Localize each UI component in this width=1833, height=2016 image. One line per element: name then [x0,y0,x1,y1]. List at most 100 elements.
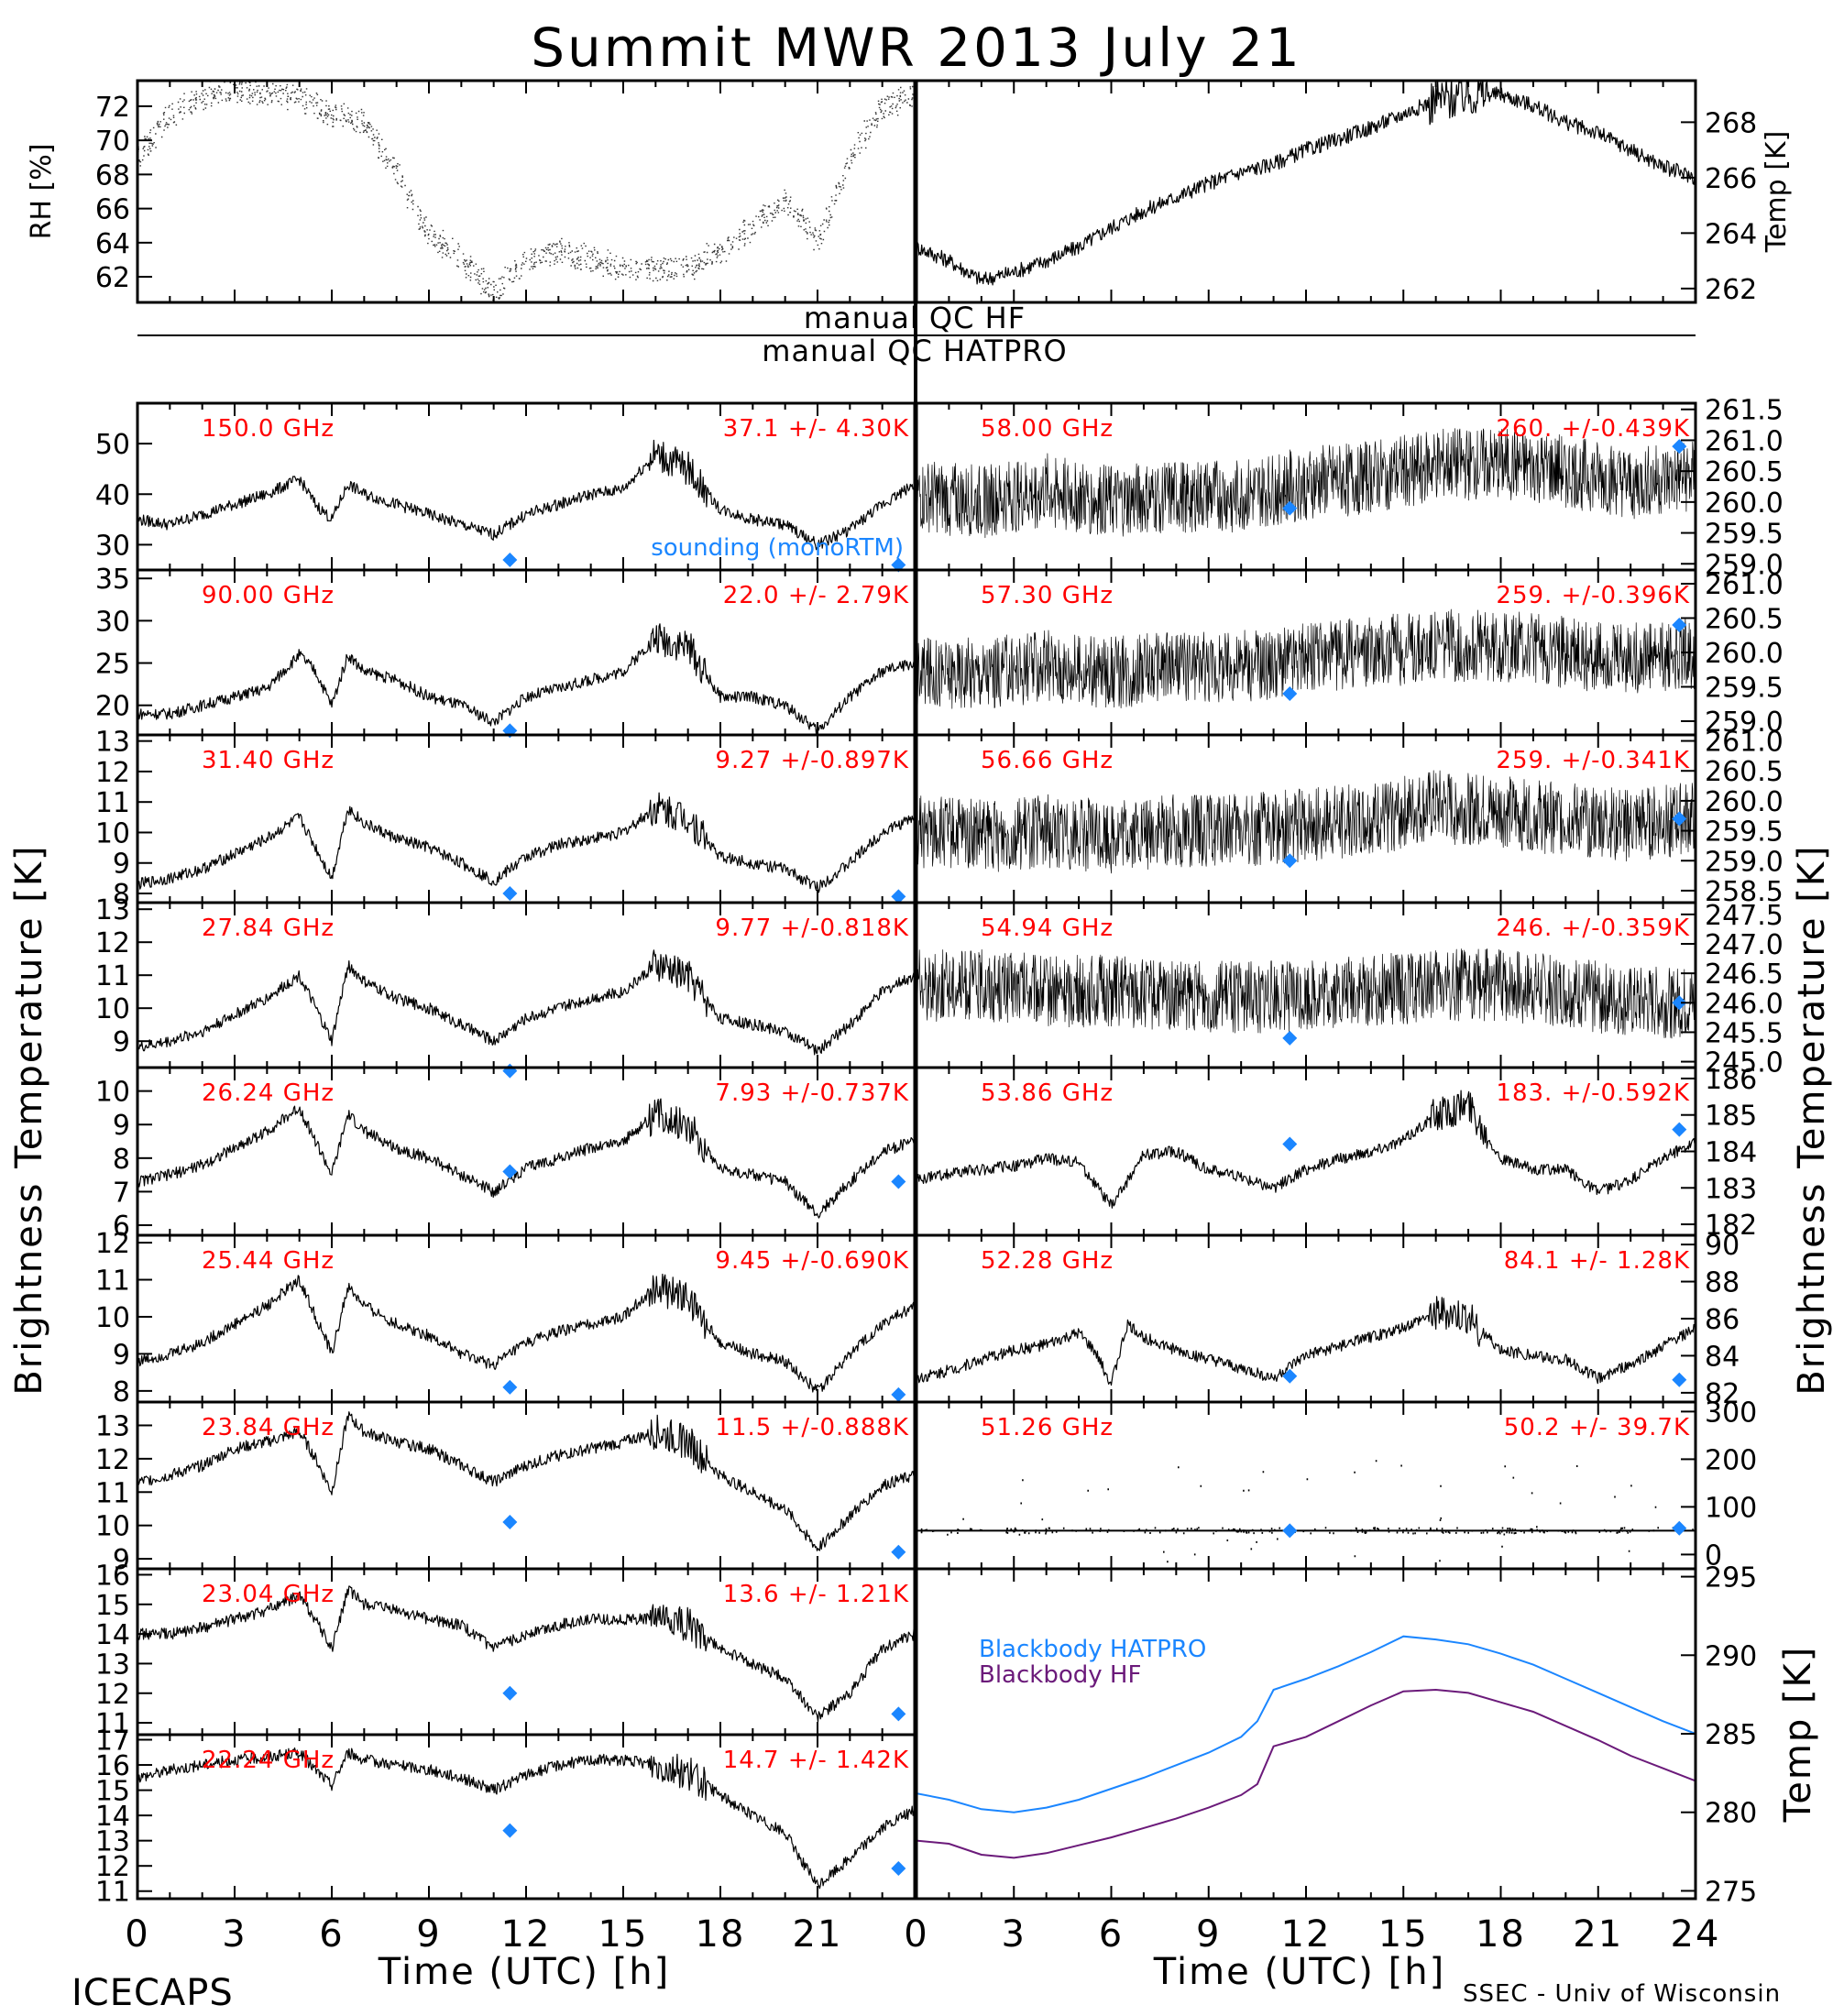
x-axis-label-right: Time (UTC) [h] [1153,1951,1445,1993]
sounding-marker [891,1706,906,1722]
y-tick-label: 260.0 [1705,638,1784,670]
channel-stats: 50.2 +/- 39.7K [1504,1414,1690,1441]
data-layer-rh [137,81,915,302]
panel-frame [136,79,916,304]
y-tick-label: 100 [1705,1492,1757,1524]
channel-stats: 37.1 +/- 4.30K [723,415,909,443]
y-tick-label: 185 [1705,1101,1757,1133]
x-tick-label-left: 0 [125,1913,149,1956]
sounding-marker [502,1063,518,1079]
sounding-marker [502,1164,518,1179]
y-tick-label: 261.5 [1705,395,1784,427]
data-line [916,770,1696,874]
data-layer-tb-26.24 [137,1098,915,1219]
y-tick-label: 16 [95,1750,130,1782]
y-tick-label: 7 [113,1177,130,1209]
y-tick-label: 275 [1705,1876,1757,1908]
legend-entry-hf: Blackbody HF [979,1661,1141,1689]
y-tick-label: 12 [95,1444,130,1476]
y-axis-label-blackbody: Temp [K] [1777,1646,1819,1824]
y-tick-label: 6 [113,1211,130,1243]
y-tick-label: 50 [95,429,130,461]
y-axis-label-right: Brightness Temperature [K] [1791,844,1833,1395]
data-line [916,1296,1696,1386]
sounding-marker [1672,1372,1687,1387]
panel-tb-150: 30 40 50 150.0 GHz 37.1 +/- 4.30K sounding (m… [95,401,916,573]
y-tick-label: 64 [95,228,130,260]
data-layer-tb-23.84 [137,1411,915,1551]
y-tick-label: 268 [1705,107,1757,139]
y-tick-label: 20 [95,691,130,723]
data-layer-tb-58.00 [916,428,1696,539]
y-tick-label: 14 [95,1801,130,1833]
channel-stats: 9.45 +/-0.690K [715,1247,909,1275]
data-line [137,1273,915,1393]
y-tick-label: 16 [95,1560,130,1592]
data-line [916,428,1696,539]
y-tick-label: 183 [1705,1173,1757,1205]
y-tick-label: 10 [95,993,130,1025]
y-tick-label: 82 [1705,1378,1740,1410]
y-tick-label: 295 [1705,1562,1757,1594]
panel-tb-90: 20 25 30 35 90.00 GHz 22.0 +/- 2.79K [95,564,916,739]
y-tick-label: 12 [95,1679,130,1711]
data-points [137,81,915,302]
y-tick-label: 285 [1705,1719,1757,1751]
channel-stats: 13.6 +/- 1.21K [723,1581,909,1608]
y-axis-label-temp: Temp [K] [1761,131,1793,254]
series-line-hf [916,1688,1696,1859]
y-tick-label: 246.0 [1705,988,1784,1020]
y-tick-label: 12 [95,1228,130,1260]
y-tick-label: 72 [95,92,130,124]
y-tick-label: 260.5 [1705,604,1784,636]
y-tick-label: 245.5 [1705,1017,1784,1049]
channel-label: 25.44 GHz [202,1247,335,1275]
data-line [137,792,915,893]
channel-stats: 183. +/-0.592K [1496,1079,1690,1107]
channel-label: 23.04 GHz [202,1581,335,1608]
panel-frame [915,1567,1697,1901]
sounding-marker [1672,995,1687,1011]
sounding-marker [891,557,906,573]
sounding-marker [1282,1368,1298,1384]
channel-stats: 260. +/-0.439K [1496,415,1690,443]
y-tick-label: 9 [113,1026,130,1058]
y-tick-label: 0 [1705,1539,1722,1572]
sounding-marker [502,1685,518,1701]
footer-right: SSEC - Univ of Wisconsin [1463,1980,1781,2008]
x-tick-label-right: 0 [904,1913,928,1956]
y-tick-label: 12 [95,757,130,789]
channel-label: 22.24 GHz [202,1747,335,1774]
data-line [137,439,915,551]
channel-stats: 7.93 +/-0.737K [715,1079,909,1107]
y-tick-label: 12 [95,1851,130,1883]
channel-label: 58.00 GHz [981,415,1114,443]
y-tick-label: 264 [1705,218,1757,250]
panel-tb-53.86: 182 183 184 185 186 53.86 GHz 183. +/-0.592K [915,1064,1757,1242]
y-tick-label: 86 [1705,1304,1740,1336]
channel-stats: 22.0 +/- 2.79K [723,582,909,609]
sounding-marker [502,1515,518,1530]
sounding-marker [1672,618,1687,632]
y-tick-label: 14 [95,1619,130,1651]
data-line [137,623,915,735]
data-layer-tb-25.44 [137,1273,915,1393]
data-layer-tb-56.66 [916,770,1696,874]
x-tick-label-left: 3 [222,1913,247,1956]
channel-stats: 84.1 +/- 1.28K [1504,1247,1690,1275]
channel-label: 54.94 GHz [981,915,1114,942]
y-tick-label: 247.0 [1705,929,1784,961]
sounding-marker [891,1860,906,1876]
data-layer-tb-53.86 [916,1090,1696,1209]
data-layer-tb-54.94 [916,948,1696,1039]
panel-frame [915,79,1697,304]
y-tick-label: 66 [95,194,130,226]
x-tick-label-left: 6 [319,1913,344,1956]
y-tick-label: 62 [95,262,130,294]
y-tick-label: 25 [95,649,130,681]
